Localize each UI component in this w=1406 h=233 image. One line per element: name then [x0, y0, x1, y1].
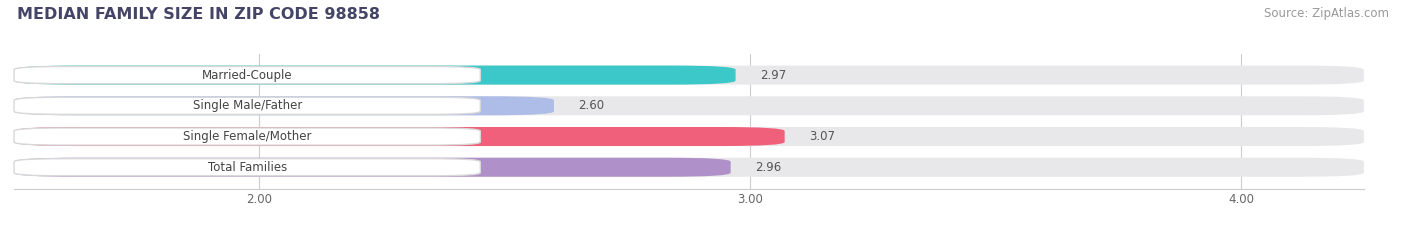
- Text: Total Families: Total Families: [208, 161, 287, 174]
- FancyBboxPatch shape: [14, 127, 1364, 146]
- Text: Source: ZipAtlas.com: Source: ZipAtlas.com: [1264, 7, 1389, 20]
- FancyBboxPatch shape: [14, 65, 1364, 85]
- FancyBboxPatch shape: [14, 97, 481, 114]
- FancyBboxPatch shape: [14, 128, 481, 145]
- Text: MEDIAN FAMILY SIZE IN ZIP CODE 98858: MEDIAN FAMILY SIZE IN ZIP CODE 98858: [17, 7, 380, 22]
- FancyBboxPatch shape: [14, 158, 1364, 177]
- Text: 2.60: 2.60: [578, 99, 605, 112]
- Text: 2.96: 2.96: [755, 161, 782, 174]
- Text: 3.07: 3.07: [810, 130, 835, 143]
- Text: Single Female/Mother: Single Female/Mother: [183, 130, 312, 143]
- Text: Married-Couple: Married-Couple: [202, 69, 292, 82]
- Text: 2.97: 2.97: [761, 69, 786, 82]
- FancyBboxPatch shape: [14, 96, 554, 115]
- FancyBboxPatch shape: [14, 66, 481, 84]
- FancyBboxPatch shape: [14, 159, 481, 176]
- FancyBboxPatch shape: [14, 127, 785, 146]
- FancyBboxPatch shape: [14, 65, 735, 85]
- FancyBboxPatch shape: [14, 96, 1364, 115]
- Text: Single Male/Father: Single Male/Father: [193, 99, 302, 112]
- FancyBboxPatch shape: [14, 158, 731, 177]
